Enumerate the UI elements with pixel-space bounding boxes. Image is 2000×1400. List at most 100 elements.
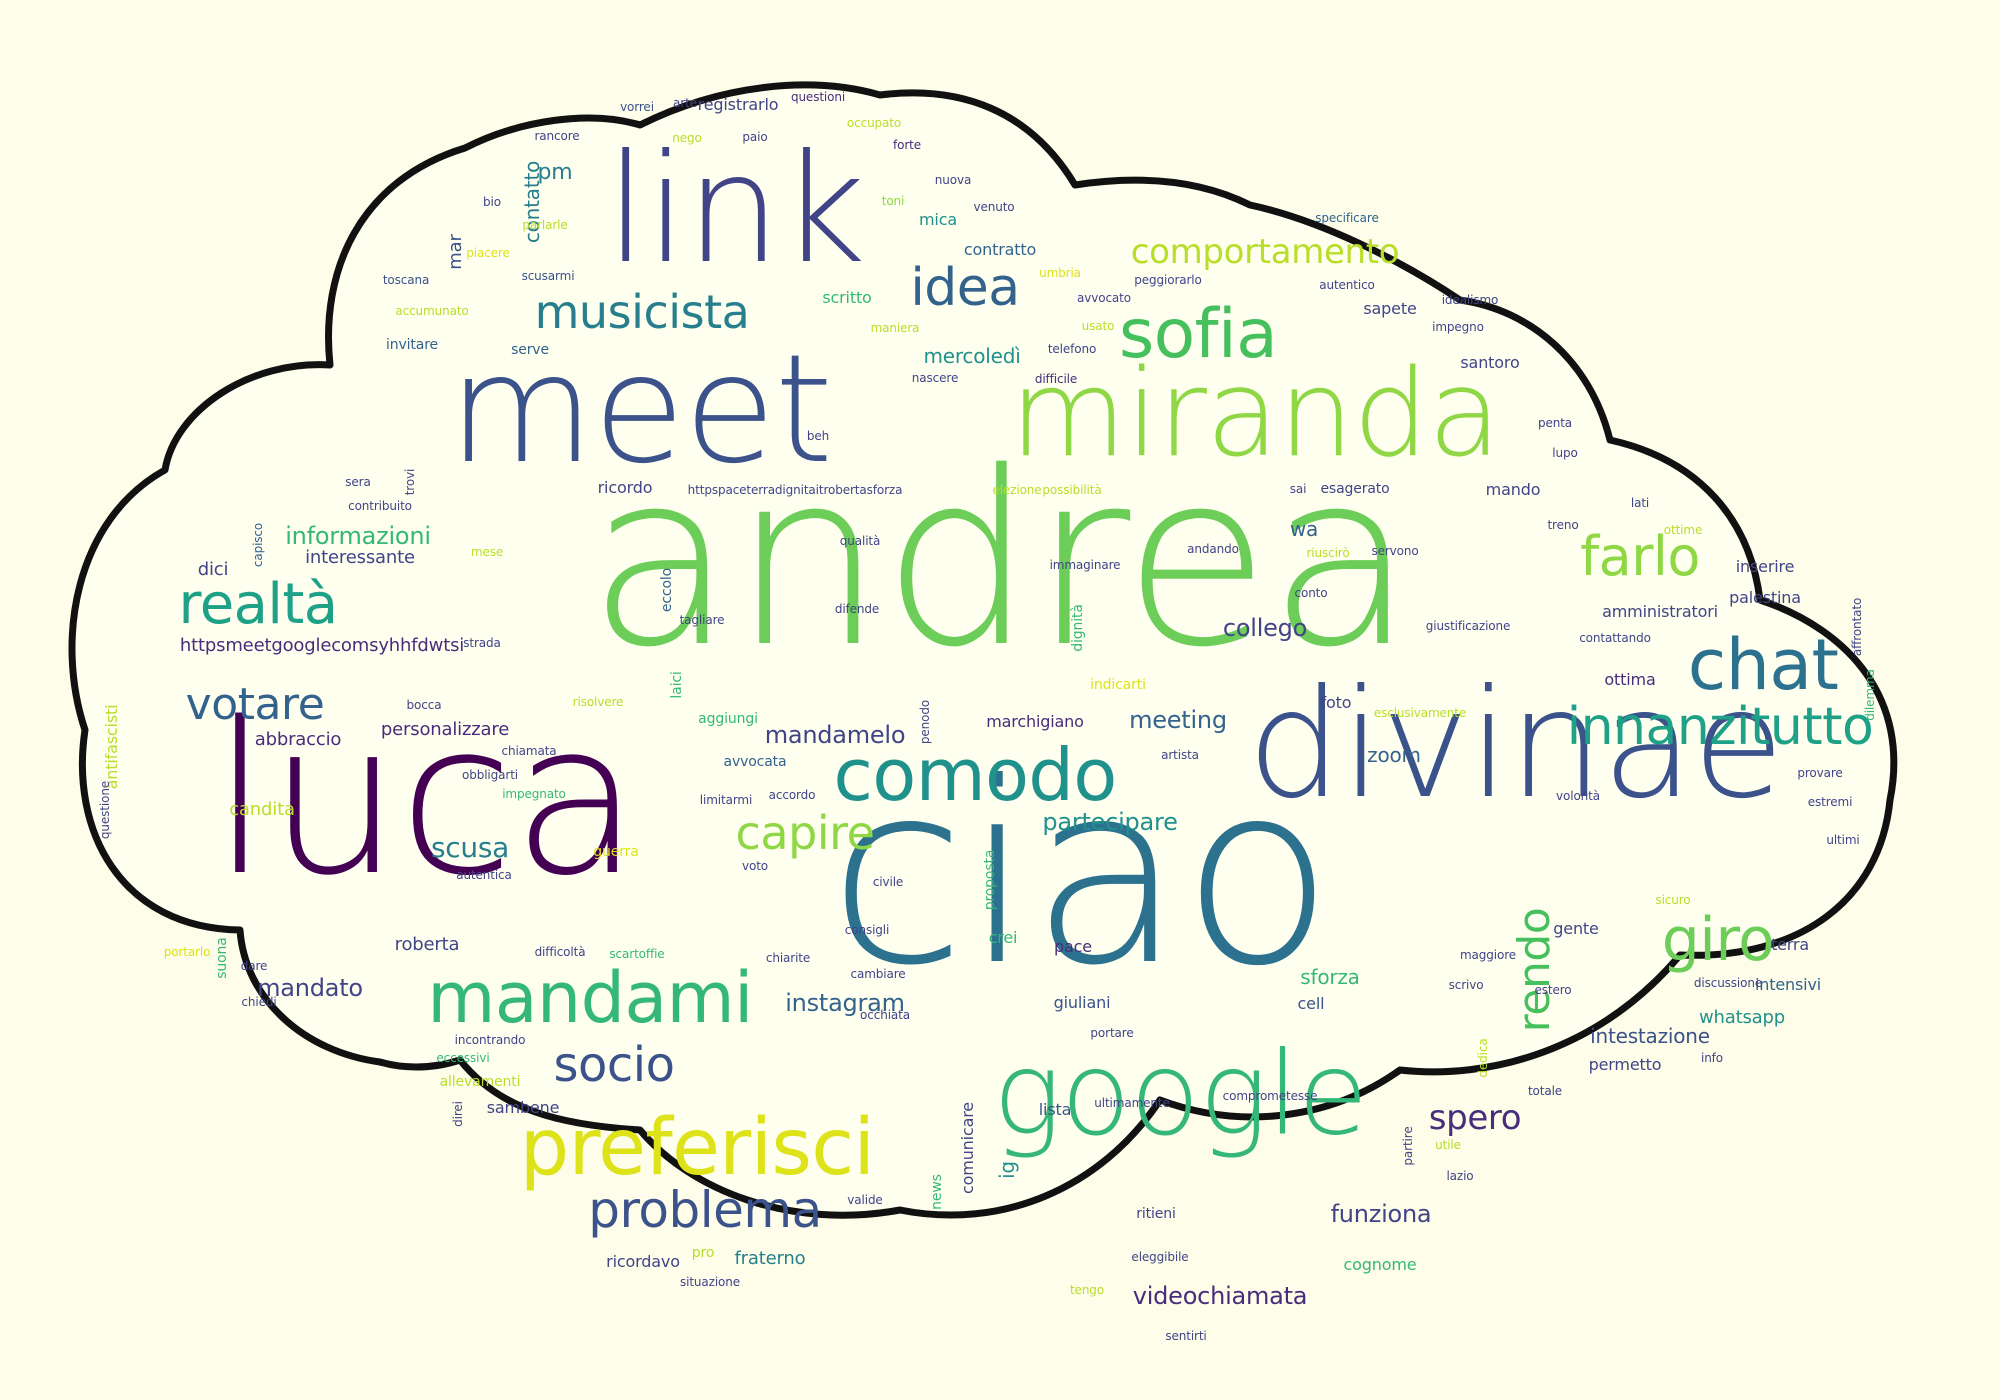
word-item: eleggibile — [1131, 1250, 1189, 1264]
word-item: proposta — [982, 849, 998, 911]
word-item: direi — [451, 1101, 465, 1127]
word-item: toscana — [382, 273, 430, 287]
word-item: sofia — [1118, 295, 1278, 374]
word-item: umbria — [1039, 266, 1081, 280]
word-item: estero — [1534, 983, 1572, 997]
word-item: serve — [511, 342, 549, 358]
word-item: consigli — [844, 923, 890, 937]
word-item: risolvere — [572, 695, 624, 709]
word-item: idea — [910, 258, 1020, 318]
word-item: votare — [185, 679, 325, 730]
word-item: contratto — [963, 240, 1037, 259]
word-item: realtà — [178, 572, 338, 637]
word-item: maniera — [870, 321, 920, 335]
word-item: estremi — [1807, 795, 1853, 809]
word-item: scrivo — [1448, 978, 1484, 992]
word-item: autentico — [1319, 278, 1375, 292]
word-item: crei — [988, 928, 1018, 947]
word-item: paio — [742, 130, 768, 144]
word-item: nascere — [911, 371, 959, 385]
word-item: difficile — [1034, 372, 1078, 386]
word-item: giuliani — [1053, 993, 1111, 1012]
word-item: portare — [1090, 1026, 1134, 1040]
word-item: mercoledì — [923, 344, 1021, 368]
word-item: esclusivamente — [1373, 706, 1467, 720]
word-item: ottima — [1604, 670, 1656, 689]
word-item: invitare — [386, 337, 438, 353]
word-item: ritieni — [1136, 1206, 1176, 1222]
word-item: scritto — [822, 288, 872, 307]
word-item: chat — [1687, 624, 1839, 706]
word-item: mandato — [257, 974, 363, 1002]
word-item: tagliare — [679, 613, 725, 627]
word-item: impegnato — [502, 787, 566, 801]
word-item: treno — [1547, 518, 1579, 532]
word-item: pro — [691, 1245, 715, 1261]
word-item: httpspaceterradignitaitrobertasforza — [687, 483, 903, 497]
word-item: abbraccio — [254, 729, 342, 750]
word-item: suona — [214, 937, 230, 979]
word-item: limitarmi — [699, 793, 753, 807]
word-item: strada — [463, 636, 501, 650]
word-item: conto — [1294, 586, 1328, 600]
word-item: discussione — [1693, 976, 1763, 990]
word-item: partecipare — [1042, 808, 1178, 836]
word-item: questioni — [790, 90, 846, 104]
word-item: lati — [1630, 496, 1650, 510]
word-item: comunicare — [958, 1102, 977, 1194]
word-item: comprometesse — [1222, 1089, 1318, 1103]
word-item: parlarle — [522, 218, 568, 232]
word-item: dignità — [1070, 604, 1086, 652]
word-item: servono — [1371, 544, 1419, 558]
word-item: impegno — [1432, 320, 1484, 334]
word-item: capire — [735, 806, 875, 860]
word-item: cambiare — [850, 967, 906, 981]
word-item: provare — [1797, 766, 1843, 780]
word-item: sera — [345, 475, 371, 489]
word-item: ottime — [1663, 523, 1703, 537]
word-item: instagram — [785, 989, 905, 1017]
word-item: ultimi — [1826, 833, 1860, 847]
word-item: inserire — [1735, 557, 1795, 576]
word-item: telefono — [1047, 342, 1097, 356]
word-item: scusa — [430, 831, 510, 864]
word-item: informazioni — [285, 522, 431, 550]
word-item: dedica — [1476, 1038, 1490, 1078]
word-item: comportamento — [1130, 232, 1400, 272]
word-item: giustificazione — [1425, 619, 1511, 633]
word-item: whatsapp — [1698, 1007, 1786, 1028]
word-item: luca — [211, 677, 640, 922]
word-item: andando — [1187, 542, 1239, 556]
word-item: mar — [445, 234, 466, 270]
word-item: difende — [834, 602, 880, 616]
word-item: peggiorarlo — [1134, 273, 1202, 287]
word-item: innanzitutto — [1566, 697, 1874, 757]
word-item: ultimamente — [1094, 1096, 1170, 1110]
word-item: cell — [1297, 994, 1325, 1013]
word-item: difficoltà — [534, 945, 586, 959]
word-item: musicista — [534, 285, 750, 339]
word-item: ricordavo — [606, 1252, 680, 1271]
word-item: socio — [553, 1037, 675, 1093]
word-item: sforza — [1300, 965, 1360, 989]
word-item: registrarlo — [697, 95, 779, 114]
word-item: accumunato — [395, 304, 469, 318]
word-item: info — [1700, 1051, 1724, 1065]
word-item: pm — [537, 160, 573, 185]
word-item: mando — [1485, 480, 1541, 499]
word-item: penodo — [918, 699, 932, 745]
word-item: dilemma — [1863, 669, 1877, 721]
word-item: pace — [1054, 937, 1092, 956]
word-item: contribuito — [348, 499, 412, 513]
word-item: sai — [1289, 482, 1307, 496]
word-item: intensivi — [1754, 975, 1822, 994]
word-item: occhiata — [860, 1008, 910, 1022]
word-item: rancore — [534, 129, 580, 143]
word-item: farlo — [1580, 525, 1700, 588]
word-item: link — [605, 123, 866, 297]
word-item: google — [992, 1027, 1369, 1162]
word-item: problema — [588, 1181, 822, 1239]
word-item: news — [929, 1174, 945, 1210]
word-item: esagerato — [1320, 481, 1390, 497]
